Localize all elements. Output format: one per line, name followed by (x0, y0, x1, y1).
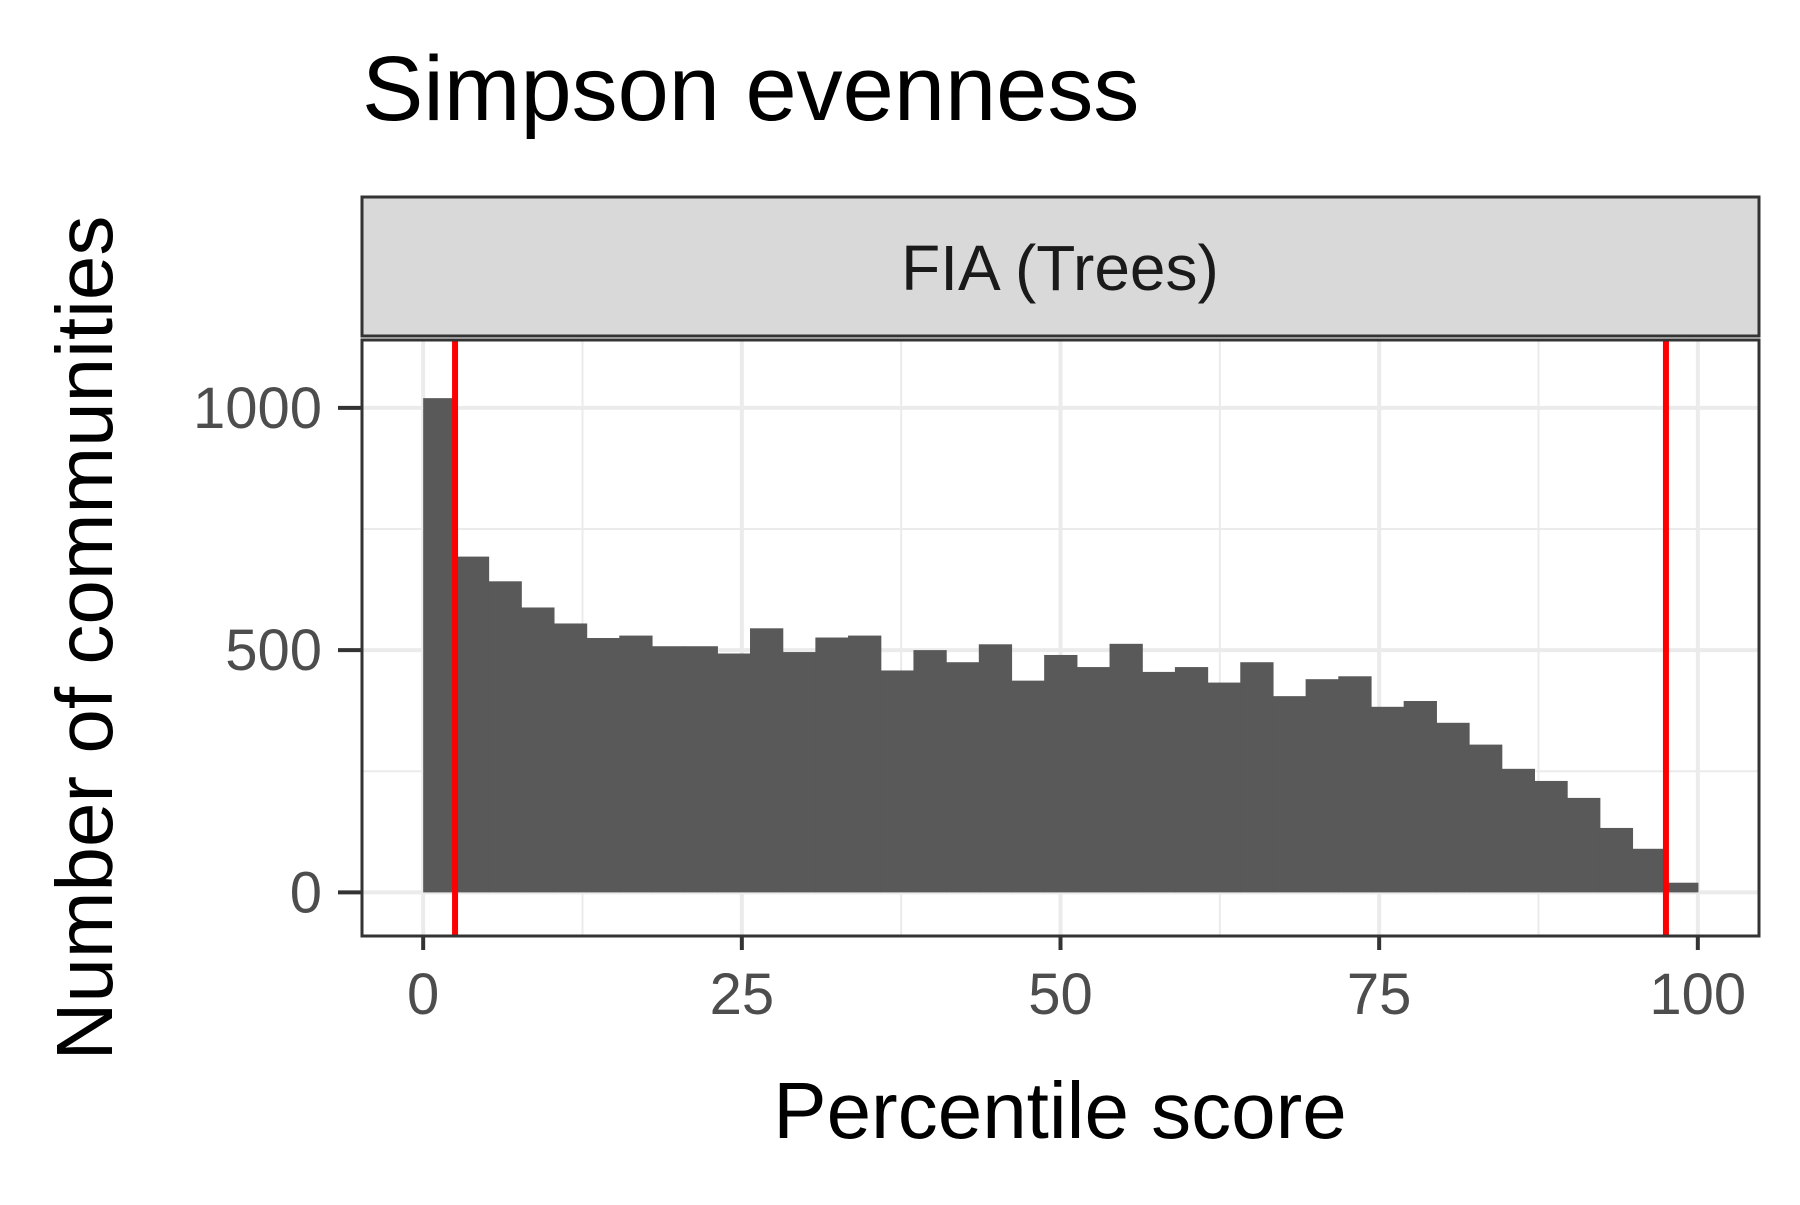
histogram-bar (1338, 676, 1372, 893)
histogram-bar (455, 556, 490, 893)
y-axis-label: Number of communities (40, 216, 129, 1061)
histogram-bar (1011, 680, 1045, 893)
histogram-bar (815, 637, 849, 893)
histogram-bar (782, 652, 816, 893)
histogram-bar (1305, 679, 1339, 893)
histogram-bars (423, 398, 1699, 893)
x-tick-label: 25 (710, 962, 775, 1027)
histogram-bar (946, 662, 980, 893)
y-axis: 0 500 1000 (193, 376, 362, 925)
histogram-bar (1370, 706, 1405, 893)
histogram-bar (1632, 848, 1666, 893)
histogram-bar (651, 646, 686, 893)
histogram-bar (619, 635, 653, 893)
histogram-bar (978, 644, 1013, 893)
histogram-bar (423, 398, 457, 893)
histogram-bar (1534, 780, 1568, 893)
histogram-bar (1142, 671, 1176, 893)
y-tick-label: 500 (225, 618, 322, 683)
histogram-bar (1501, 768, 1535, 893)
histogram-bar (1240, 662, 1274, 893)
histogram-bar (1207, 682, 1241, 893)
histogram-bar (750, 628, 784, 893)
histogram-bar (1076, 667, 1111, 893)
histogram-bar (1044, 654, 1078, 893)
chart-title: Simpson evenness (362, 38, 1139, 140)
histogram-bar (717, 653, 751, 893)
reference-lines (452, 340, 1669, 936)
histogram-bar (553, 623, 588, 893)
x-tick-label: 0 (407, 962, 439, 1027)
histogram-bar (488, 581, 522, 893)
facet-strip (360, 195, 1761, 338)
histogram-bar (1403, 700, 1437, 893)
histogram-bar (586, 638, 620, 893)
histogram-bar (1436, 722, 1470, 893)
histogram-bar (1174, 667, 1209, 893)
x-tick-label: 100 (1649, 962, 1746, 1027)
x-axis: 0 25 50 75 100 (407, 936, 1746, 1027)
histogram-bar (1567, 797, 1601, 893)
histogram-bar (1272, 696, 1307, 893)
x-tick-label: 50 (1028, 962, 1093, 1027)
histogram-bar (1109, 643, 1143, 893)
y-tick-label: 0 (290, 860, 322, 925)
histogram-bar (1599, 827, 1634, 893)
facet-label: FIA (Trees) (901, 232, 1219, 304)
histogram-bar (684, 646, 718, 893)
histogram-bar (521, 607, 555, 893)
x-axis-label: Percentile score (773, 1066, 1347, 1155)
histogram-bar (880, 670, 915, 893)
histogram-bar (913, 650, 947, 893)
histogram-bar (1469, 744, 1503, 893)
y-tick-label: 1000 (193, 376, 322, 441)
histogram-bar (1665, 882, 1699, 893)
x-tick-label: 75 (1347, 962, 1412, 1027)
histogram-bar (848, 635, 882, 893)
